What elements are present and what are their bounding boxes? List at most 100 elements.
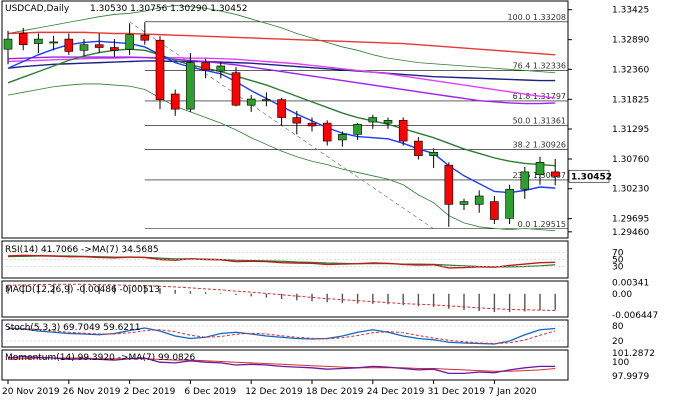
last-price-box: [568, 169, 610, 183]
fib-label: 23.6 1.30387: [513, 171, 566, 180]
candle: [444, 164, 454, 205]
rsi-tick-label: 70: [612, 249, 624, 259]
price-tick-label: 1.29695: [612, 215, 649, 225]
bollinger-upper: [7, 5, 556, 74]
rsi-line: [7, 254, 556, 269]
price-tick-label: 1.30230: [612, 185, 649, 195]
candle: [550, 171, 560, 177]
candle: [292, 117, 302, 124]
date-tick-label: 18 Dec 2019: [306, 387, 364, 397]
macd-tick-label: -0.006447: [612, 311, 658, 321]
fib-label: 100.0 1.33208: [507, 13, 566, 22]
date-tick-label: 12 Dec 2019: [245, 387, 303, 397]
chart-title: USDCAD,Daily: [5, 4, 70, 14]
momentum-label: Momentum(14) 99.3920 ->MA(7) 99.0826: [5, 353, 196, 363]
candle: [474, 195, 484, 205]
date-tick-label: 2 Dec 2019: [124, 387, 176, 397]
candle: [322, 122, 332, 142]
ohlc-readout: 1.30530 1.30756 1.30290 1.30452: [90, 4, 247, 14]
candle: [307, 122, 317, 127]
candle: [414, 140, 423, 156]
price-tick-label: 1.31825: [612, 95, 649, 105]
macd-tick-label: 0.00341: [612, 279, 649, 289]
candle: [383, 120, 393, 124]
rsi-tick-label: 30: [612, 263, 624, 273]
stoch-line: [7, 327, 556, 345]
candle: [64, 38, 74, 52]
stoch-tick-label: 80: [612, 322, 624, 332]
candle: [49, 41, 58, 44]
rsi-tick-label: 50: [612, 256, 624, 266]
candle: [262, 99, 271, 102]
date-tick-label: 26 Nov 2019: [63, 387, 121, 397]
candle: [94, 44, 104, 48]
fib-label: 76.4 1.32336: [513, 62, 566, 71]
candle: [140, 34, 150, 41]
macd-pane-frame: [1, 280, 569, 318]
candle: [520, 171, 530, 190]
last-price-label: 1.30452: [571, 172, 612, 182]
candle: [490, 201, 499, 220]
candle: [79, 44, 89, 51]
macd-pane: [7, 283, 556, 313]
stoch-pane: [2, 325, 568, 345]
momentum-tick-label: 101.2872: [612, 349, 655, 359]
momentum-line: [7, 357, 556, 372]
rsi-pane: [2, 252, 568, 269]
date-tick-label: 20 Nov 2019: [2, 387, 60, 397]
candle: [246, 98, 256, 106]
macd-tick-label: 0.00: [612, 290, 632, 300]
momentum-pane-frame: [1, 349, 569, 381]
candle: [34, 38, 43, 44]
candle: [170, 93, 180, 110]
candle: [231, 72, 241, 106]
candle: [110, 47, 119, 51]
moving-average-line: [7, 31, 556, 56]
candle: [535, 162, 545, 175]
candle: [353, 123, 362, 135]
momentum-tick-label: 97.9979: [612, 372, 649, 382]
stoch-label: Stoch(5,3,3) 69.7049 59.6211: [5, 323, 140, 333]
price-pane-frame: [1, 0, 569, 239]
date-tick-label: 6 Dec 2019: [184, 387, 236, 397]
momentum-line: [7, 355, 556, 375]
candle: [277, 99, 286, 118]
momentum-pane: [7, 355, 556, 375]
date-tick-label: 7 Jan 2020: [488, 387, 536, 397]
rsi-label: RSI(14) 41.7066 ->MA(7) 34.5685: [5, 245, 159, 255]
axes: 1.33425 1.32890 1.32360 1.31825 1.31295 1.307…: [2, 6, 658, 397]
candle: [201, 62, 210, 71]
fib-label: 50.0 1.31361: [513, 116, 566, 125]
candle: [216, 65, 226, 72]
candle: [3, 38, 13, 50]
date-tick-label: 24 Dec 2019: [367, 387, 425, 397]
macd-label: MACD(12,26,9) -0.00486 -0.00513: [5, 285, 160, 295]
candle: [429, 151, 438, 156]
candle: [155, 39, 165, 100]
candle: [459, 201, 469, 205]
price-tick-label: 1.33425: [612, 6, 649, 16]
candle: [398, 120, 408, 142]
moving-average-line: [7, 56, 556, 99]
moving-average-line: [7, 56, 556, 105]
fib-label: 38.2 1.30926: [513, 141, 566, 150]
stoch-tick-label: 20: [612, 337, 624, 347]
price-tick-label: 1.30760: [612, 155, 649, 165]
fib-label: 0.0 1.29515: [518, 220, 566, 229]
candle: [186, 62, 195, 110]
candle: [18, 33, 28, 46]
bollinger-lower: [7, 83, 556, 232]
price-tick-label: 1.32360: [612, 65, 649, 75]
moving-average-line: [7, 60, 556, 82]
momentum-tick-label: 100: [612, 358, 629, 368]
candle: [368, 117, 378, 123]
candle: [505, 188, 514, 219]
candle: [338, 134, 347, 141]
date-tick-label: 31 Dec 2019: [428, 387, 486, 397]
price-tick-label: 1.29460: [612, 228, 649, 238]
stoch-pane-frame: [1, 319, 569, 348]
